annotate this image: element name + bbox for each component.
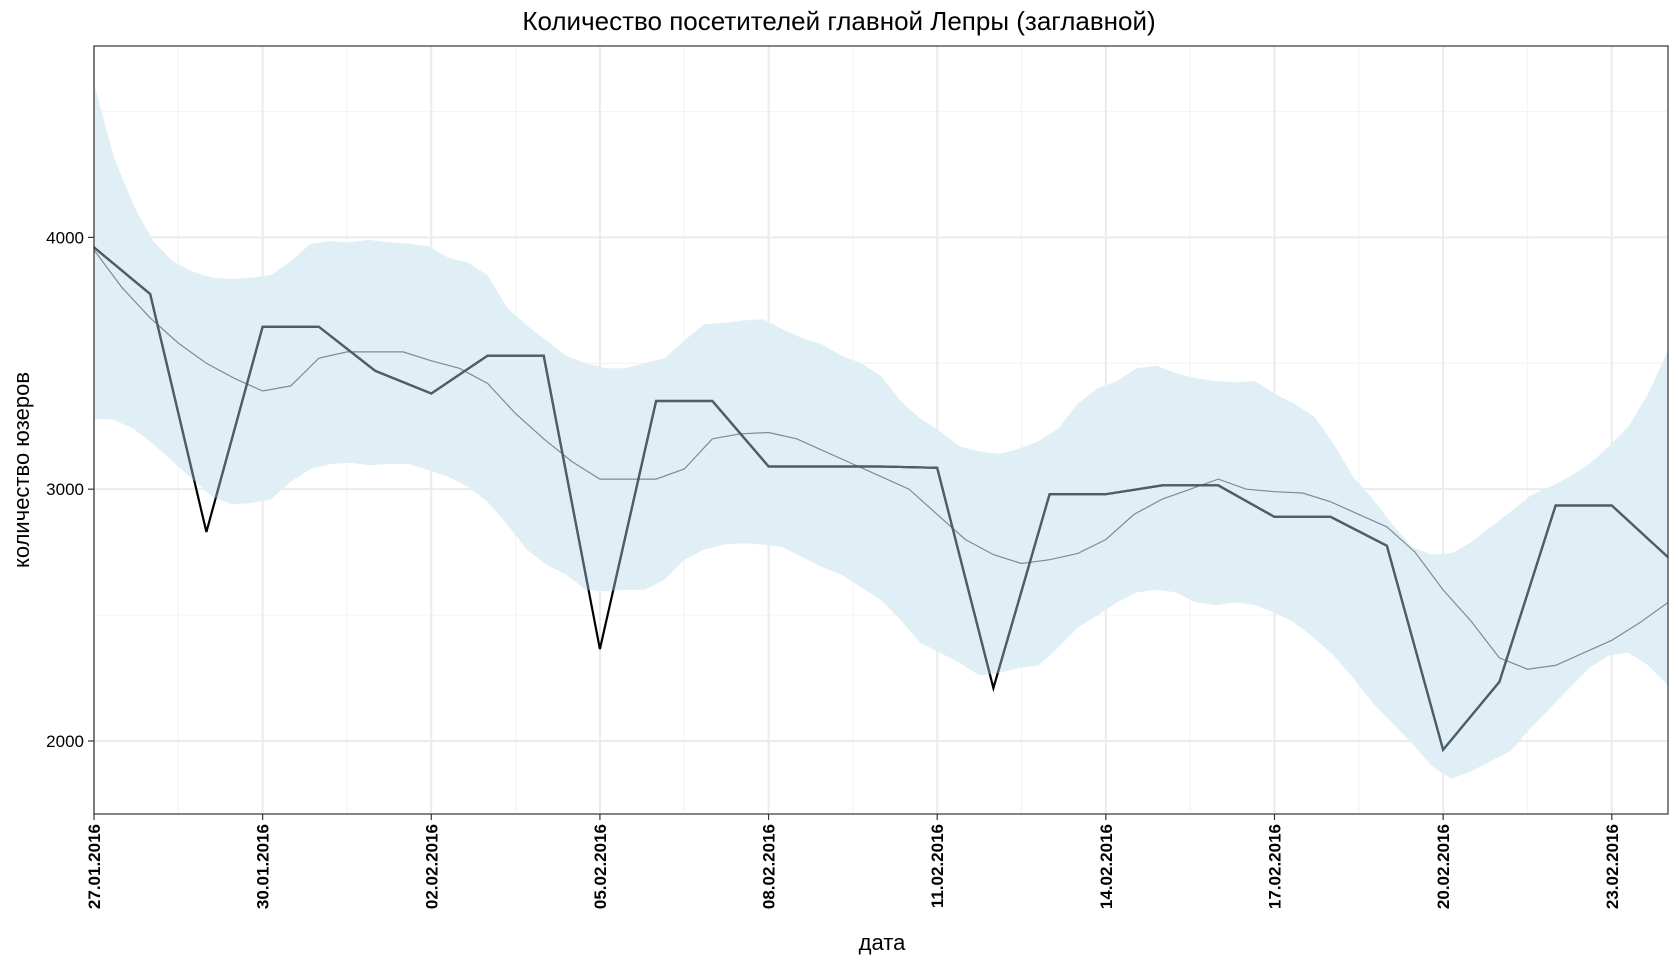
x-axis-label: дата bbox=[858, 930, 906, 955]
observed-line bbox=[94, 246, 1668, 753]
x-tick-label: 02.02.2016 bbox=[422, 824, 441, 909]
x-tick-label: 23.02.2016 bbox=[1603, 824, 1622, 909]
y-tick-label: 2000 bbox=[46, 732, 84, 751]
x-tick-label: 17.02.2016 bbox=[1266, 824, 1285, 909]
x-tick-label: 20.02.2016 bbox=[1434, 824, 1453, 909]
y-tick-label: 4000 bbox=[46, 228, 84, 247]
confidence-band bbox=[94, 83, 1668, 779]
chart-title: Количество посетителей главной Лепры (за… bbox=[522, 6, 1156, 36]
x-tick-label: 08.02.2016 bbox=[760, 824, 779, 909]
x-tick-label: 30.01.2016 bbox=[254, 824, 273, 909]
y-tick-label: 3000 bbox=[46, 480, 84, 499]
trend-line bbox=[93, 249, 1669, 670]
panel-border bbox=[93, 45, 1669, 815]
x-tick-label: 27.01.2016 bbox=[85, 824, 104, 909]
x-tick-label: 14.02.2016 bbox=[1097, 824, 1116, 909]
x-tick-label: 05.02.2016 bbox=[591, 824, 610, 909]
x-tick-label: 11.02.2016 bbox=[928, 824, 947, 908]
